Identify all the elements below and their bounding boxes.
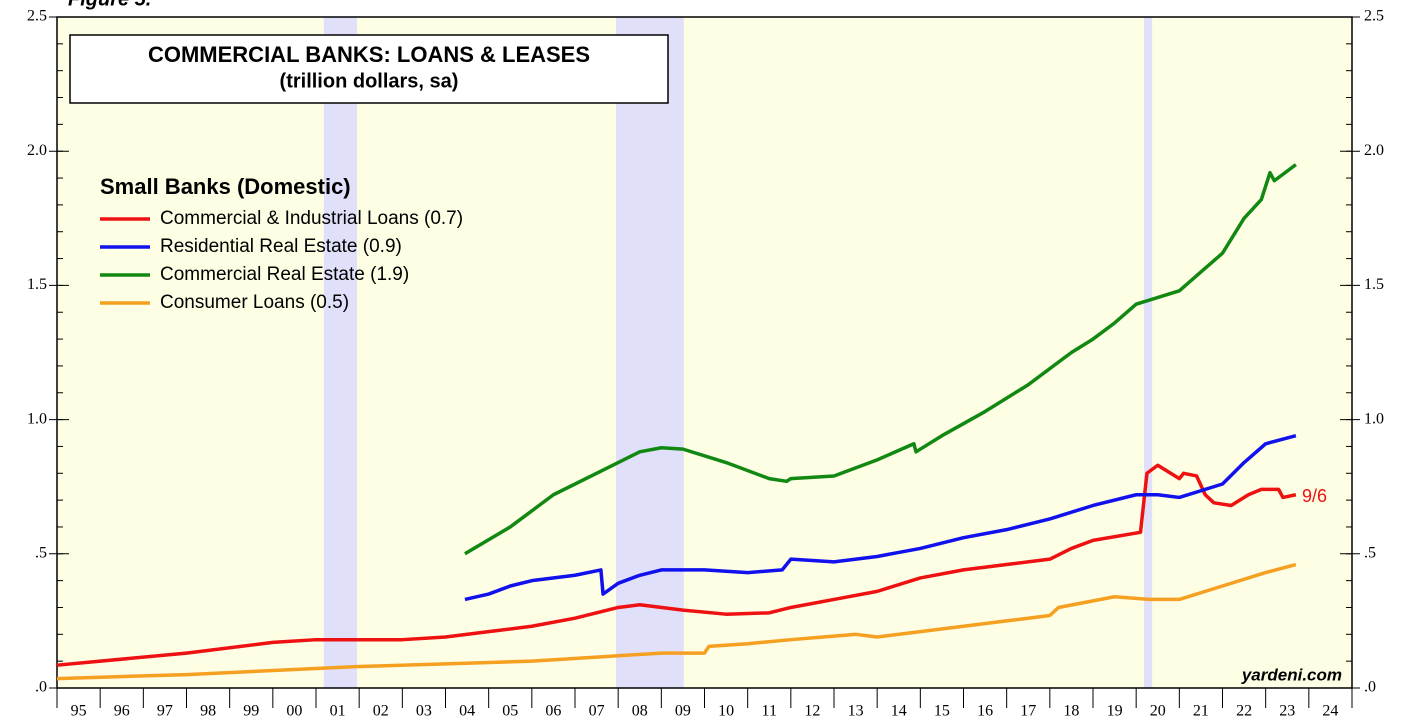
figure-label: Figure 5. (68, 0, 151, 10)
source: yardeni.com (1241, 665, 1342, 684)
x-tick-label: 22 (1236, 703, 1252, 720)
x-tick-label: 98 (200, 703, 216, 720)
legend-label: Residential Real Estate (0.9) (160, 236, 402, 257)
x-tick-label: 00 (286, 703, 302, 720)
x-tick-label: 12 (804, 703, 820, 720)
y-tick-label-right: 1.5 (1364, 276, 1384, 293)
annotation: 9/6 (1302, 486, 1327, 506)
x-tick-label: 11 (762, 703, 777, 720)
y-tick-label: 1.0 (27, 410, 47, 427)
y-tick-label-right: .5 (1364, 544, 1376, 561)
x-tick-label: 02 (373, 703, 389, 720)
x-tick-label: 07 (589, 703, 605, 720)
x-tick-label: 05 (502, 703, 518, 720)
chart-subtitle: (trillion dollars, sa) (280, 70, 459, 92)
y-tick-label-right: 2.0 (1364, 142, 1384, 159)
x-tick-label: 08 (632, 703, 648, 720)
y-tick-label-right: 1.0 (1364, 410, 1384, 427)
y-tick-label: .5 (35, 544, 47, 561)
x-tick-label: 21 (1193, 703, 1209, 720)
legend-label: Consumer Loans (0.5) (160, 292, 349, 313)
recession-band (616, 17, 684, 688)
x-tick-label: 17 (1020, 703, 1036, 720)
series-line (56, 463, 1297, 667)
x-tick-label: 99 (243, 703, 259, 720)
title-box (69, 34, 669, 104)
x-tick-label: 95 (71, 703, 87, 720)
x-tick-label: 09 (675, 703, 691, 720)
x-tick-label: 19 (1107, 703, 1123, 720)
x-tick-label: 06 (545, 703, 561, 720)
x-tick-label: 20 (1150, 703, 1166, 720)
recession-band (323, 17, 358, 688)
x-tick-label: 10 (718, 703, 734, 720)
legend-label: Commercial Real Estate (1.9) (160, 264, 409, 285)
x-tick-label: 14 (891, 703, 907, 720)
legend-label: Commercial & Industrial Loans (0.7) (160, 208, 463, 229)
series-line (56, 562, 1297, 681)
series-line (464, 434, 1297, 602)
y-tick-label: 2.5 (27, 8, 47, 25)
y-tick-label-right: .0 (1364, 679, 1376, 696)
y-tick-label-right: 2.5 (1364, 8, 1384, 25)
x-tick-label: 97 (157, 703, 173, 720)
x-tick-label: 23 (1279, 703, 1295, 720)
y-tick-label: .0 (35, 679, 47, 696)
plot-area: .0 .0 .5 .5 1.0 1.0 1.5 1.5 2.0 2.0 2.5 2.5 95 96 97 98… (27, 8, 1384, 720)
x-tick-label: 01 (330, 703, 346, 720)
x-tick-label: 03 (416, 703, 432, 720)
x-tick-label: 15 (934, 703, 950, 720)
x-tick-label: 13 (848, 703, 864, 720)
legend-title: Small Banks (Domestic) (100, 174, 351, 199)
series-line (464, 163, 1297, 556)
chart-title: COMMERCIAL BANKS: LOANS & LEASES (148, 42, 590, 67)
x-tick-label: 96 (114, 703, 130, 720)
x-tick-label: 24 (1322, 703, 1338, 720)
y-tick-label: 2.0 (27, 142, 47, 159)
recession-band (1143, 17, 1153, 688)
x-tick-label: 04 (459, 703, 475, 720)
y-tick-label: 1.5 (27, 276, 47, 293)
x-tick-label: 16 (977, 703, 993, 720)
plot-background (57, 17, 1352, 688)
x-tick-label: 18 (1063, 703, 1079, 720)
